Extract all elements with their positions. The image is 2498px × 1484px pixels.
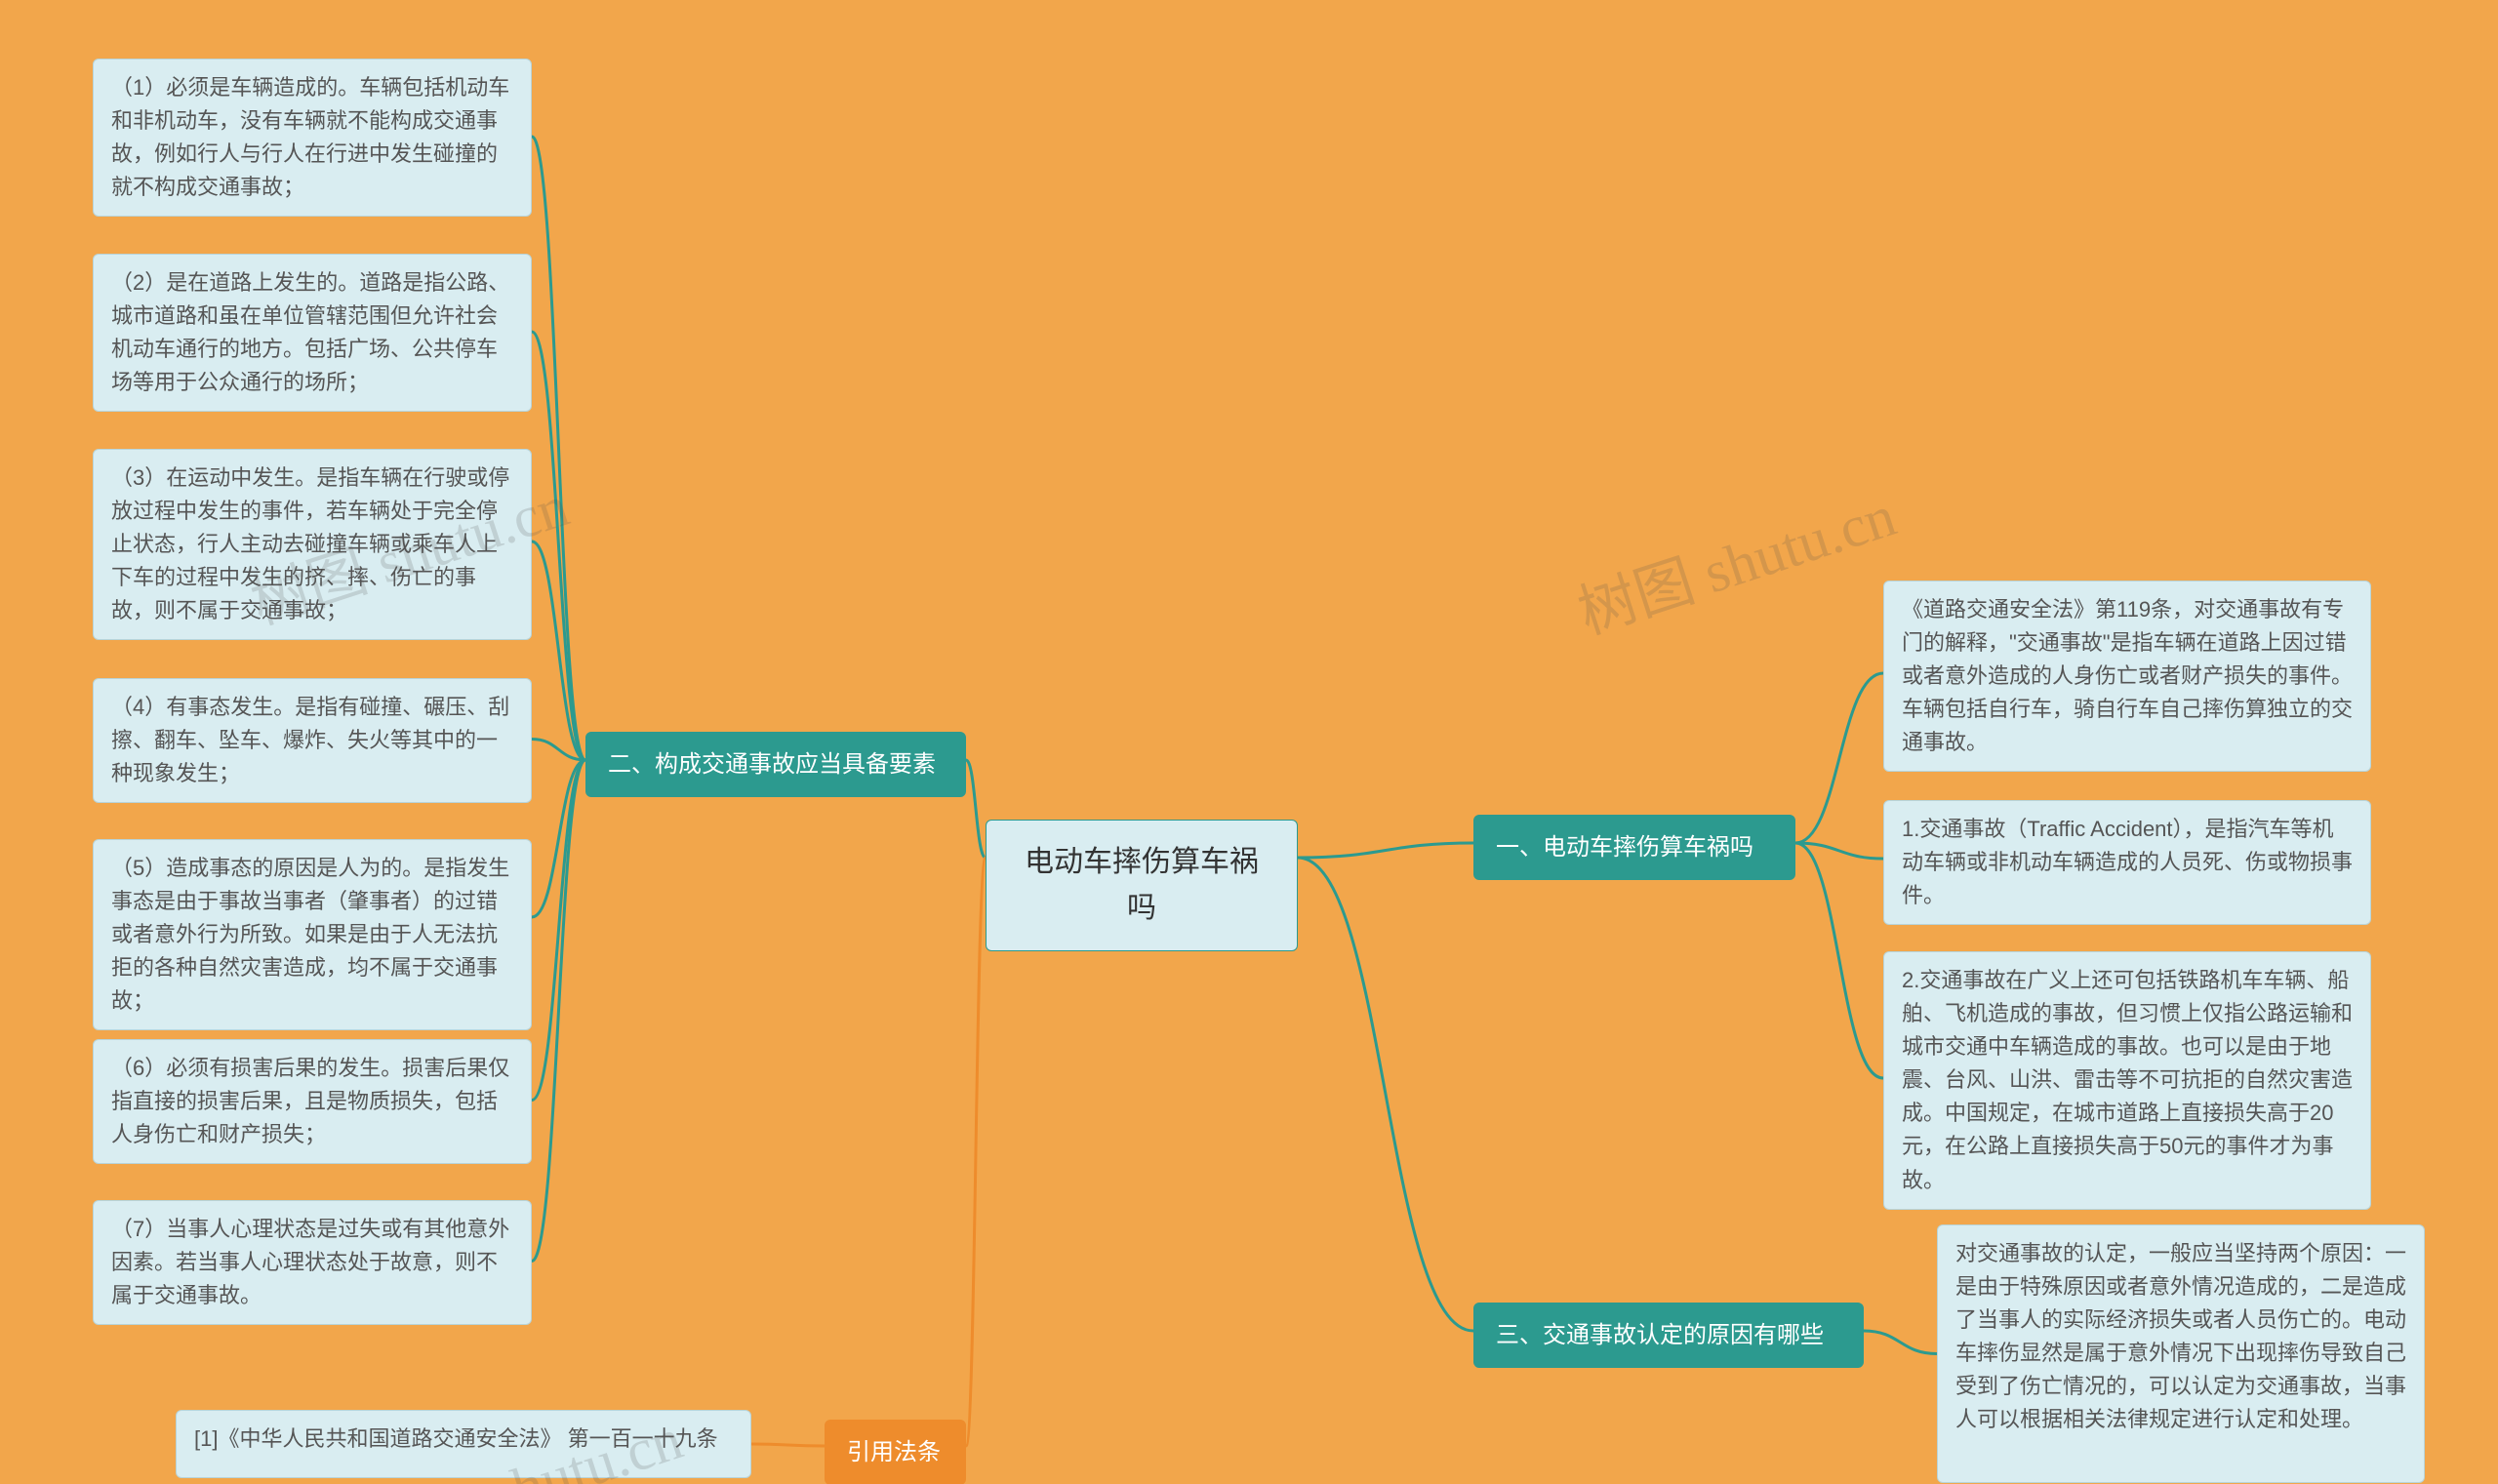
connector [1795,843,1883,1078]
connector [751,1444,825,1446]
branch-b4: 引用法条 [825,1420,966,1484]
leaf-b1-2: 2.交通事故在广义上还可包括铁路机车车辆、船舶、飞机造成的事故，但习惯上仅指公路… [1883,951,2371,1210]
leaf-b2-6: （7）当事人心理状态是过失或有其他意外因素。若当事人心理状态处于故意，则不属于交… [93,1200,532,1325]
leaf-b2-4: （5）造成事态的原因是人为的。是指发生事态是由于事故当事者（肇事者）的过错或者意… [93,839,532,1030]
connector [532,332,585,760]
connector [1298,858,1473,1331]
leaf-b4-0: [1]《中华人民共和国道路交通安全法》 第一百一十九条 [176,1410,751,1478]
connector [1795,673,1883,843]
leaf-b2-5: （6）必须有损害后果的发生。损害后果仅指直接的损害后果，且是物质损失，包括人身伤… [93,1039,532,1164]
mindmap-canvas: 电动车摔伤算车祸吗 一、电动车摔伤算车祸吗 《道路交通安全法》第119条，对交通事故… [0,0,2498,1484]
connector [1298,843,1473,858]
leaf-b1-1: 1.交通事故（Traffic Accident），是指汽车等机动车辆或非机动车辆… [1883,800,2371,925]
leaf-b1-0: 《道路交通安全法》第119条，对交通事故有专门的解释，"交通事故"是指车辆在道路… [1883,581,2371,772]
connector [532,760,585,1262]
connector [532,541,585,760]
connector [1795,843,1883,859]
leaf-b2-0: （1）必须是车辆造成的。车辆包括机动车和非机动车，没有车辆就不能构成交通事故，例… [93,59,532,217]
branch-b2: 二、构成交通事故应当具备要素 [585,732,966,797]
connector [1864,1331,1937,1354]
leaf-b2-1: （2）是在道路上发生的。道路是指公路、城市道路和虽在单位管辖范围但允许社会机动车… [93,254,532,412]
branch-b3: 三、交通事故认定的原因有哪些 [1473,1303,1864,1368]
connector [966,760,986,858]
connector [532,740,585,761]
connector [532,137,585,760]
center-node: 电动车摔伤算车祸吗 [986,820,1298,951]
watermark-2: 树图 shutu.cn [1566,468,1905,651]
leaf-b2-2: （3）在运动中发生。是指车辆在行驶或停放过程中发生的事件，若车辆处于完全停止状态… [93,449,532,640]
connector [532,760,585,1101]
leaf-b2-3: （4）有事态发生。是指有碰撞、碾压、刮擦、翻车、坠车、爆炸、失火等其中的一种现象… [93,678,532,803]
branch-b1: 一、电动车摔伤算车祸吗 [1473,815,1795,880]
connector [532,760,585,917]
connector [966,858,986,1446]
leaf-b3-0: 对交通事故的认定，一般应当坚持两个原因：一是由于特殊原因或者意外情况造成的，二是… [1937,1224,2425,1483]
